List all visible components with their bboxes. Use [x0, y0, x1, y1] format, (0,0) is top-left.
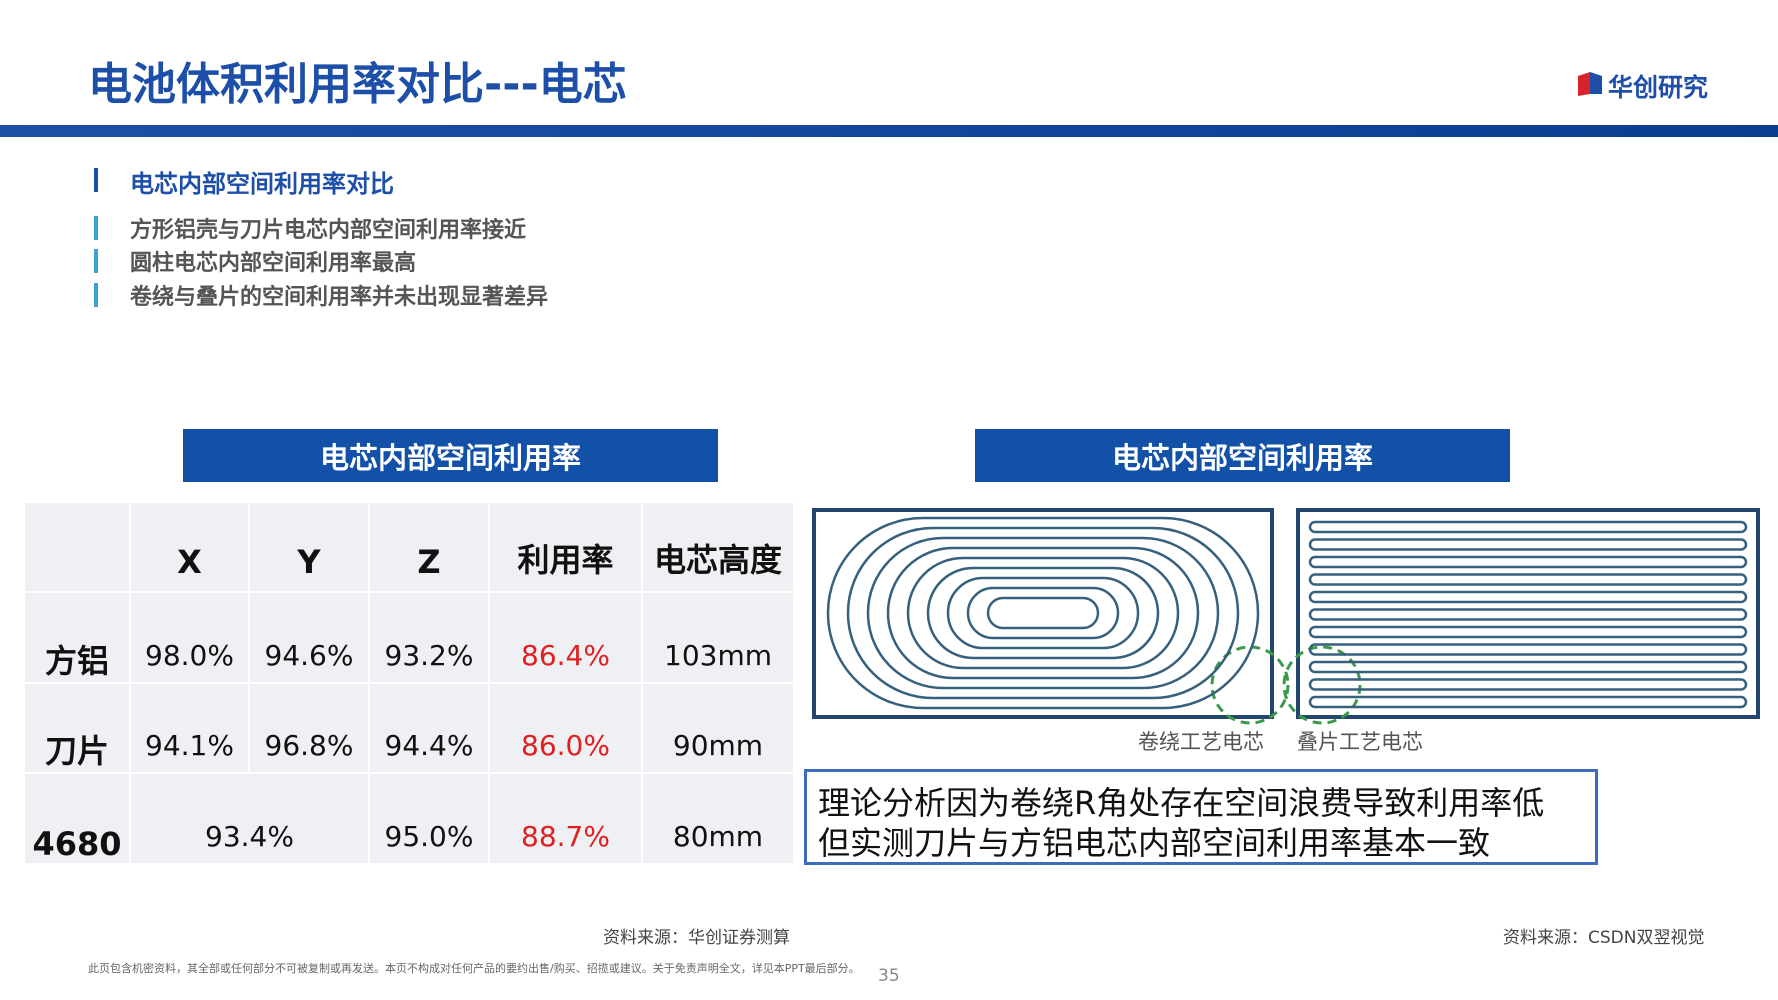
highlight [1282, 645, 1362, 725]
table-cell: X [131, 503, 248, 591]
label: 卷绕工艺电芯 [1138, 730, 1264, 754]
table-cell: Z [370, 503, 488, 591]
table-cell: 93.2% [370, 593, 488, 682]
winding [946, 576, 1140, 650]
winding [1308, 695, 1748, 709]
winding [866, 536, 1220, 690]
source: 资料来源：CSDN双翌视觉 [1503, 928, 1705, 948]
winding [1308, 660, 1748, 674]
bullet-bar [94, 216, 98, 240]
table-cell: 方铝 [25, 593, 129, 682]
bullet: 电芯内部空间利用率对比 [130, 170, 394, 198]
winding [966, 586, 1120, 640]
winding [1308, 538, 1748, 551]
winding [926, 566, 1160, 660]
bullet-bar [94, 283, 98, 307]
table-cell: 利用率 [490, 503, 641, 591]
winding [1308, 520, 1748, 534]
winding [906, 556, 1180, 670]
logo-text: 华创研究 [1608, 73, 1709, 102]
table-cell: 94.1% [131, 684, 248, 772]
table-cell: 86.0% [490, 684, 641, 772]
header-bar [0, 125, 1778, 137]
table-cell: 90mm [643, 684, 793, 772]
bullet: 方形铝壳与刀片电芯内部空间利用率接近 [130, 218, 527, 243]
table-cell: 95.0% [370, 774, 488, 863]
winding [1308, 608, 1748, 621]
table-cell: 96.8% [250, 684, 368, 772]
stacked-cell [1296, 508, 1760, 719]
logo-icon [1578, 72, 1602, 96]
table-cell: 电芯高度 [643, 503, 793, 591]
table-cell: 86.4% [490, 593, 641, 682]
table-cell: 93.4% [131, 774, 368, 863]
winding [1308, 590, 1748, 604]
winding [1308, 643, 1748, 656]
title: 电池体积利用率对比---电芯 [88, 59, 627, 110]
table-cell: Y [250, 503, 368, 591]
source: 资料来源：华创证券测算 [603, 928, 790, 948]
label: 叠片工艺电芯 [1297, 730, 1423, 754]
wound-cell [812, 508, 1274, 719]
note: 但实测刀片与方铝电芯内部空间利用率基本一致 [818, 824, 1491, 862]
winding [1308, 573, 1748, 586]
note-box [804, 769, 1598, 865]
table-cell: 4680 [25, 774, 129, 863]
right-heading: 电芯内部空间利用率 [975, 429, 1510, 482]
winding [1308, 678, 1748, 691]
table-cell [25, 503, 129, 591]
table-cell: 94.6% [250, 593, 368, 682]
left-heading: 电芯内部空间利用率 [183, 429, 718, 482]
winding [1308, 555, 1748, 569]
note: 理论分析因为卷绕R角处存在空间浪费导致利用率低 [818, 784, 1545, 822]
bullet-bar [94, 249, 98, 273]
winding [1308, 625, 1748, 639]
table-cell: 94.4% [370, 684, 488, 772]
bullet-bar [94, 168, 98, 192]
winding [846, 526, 1240, 700]
table-cell: 88.7% [490, 774, 641, 863]
table-cell: 80mm [643, 774, 793, 863]
winding [886, 546, 1200, 680]
bullet: 卷绕与叠片的空间利用率并未出现显著差异 [130, 285, 549, 310]
table-cell: 刀片 [25, 684, 129, 772]
page-number: 35 [878, 966, 900, 986]
table-cell: 98.0% [131, 593, 248, 682]
highlight [1210, 645, 1290, 725]
bullet: 圆柱电芯内部空间利用率最高 [130, 251, 417, 276]
table-cell: 103mm [643, 593, 793, 682]
winding [986, 596, 1100, 630]
winding [826, 516, 1260, 710]
disclaimer: 此页包含机密资料，其全部或任何部分不可被复制或再发送。本页不构成对任何产品的要约… [88, 962, 860, 975]
